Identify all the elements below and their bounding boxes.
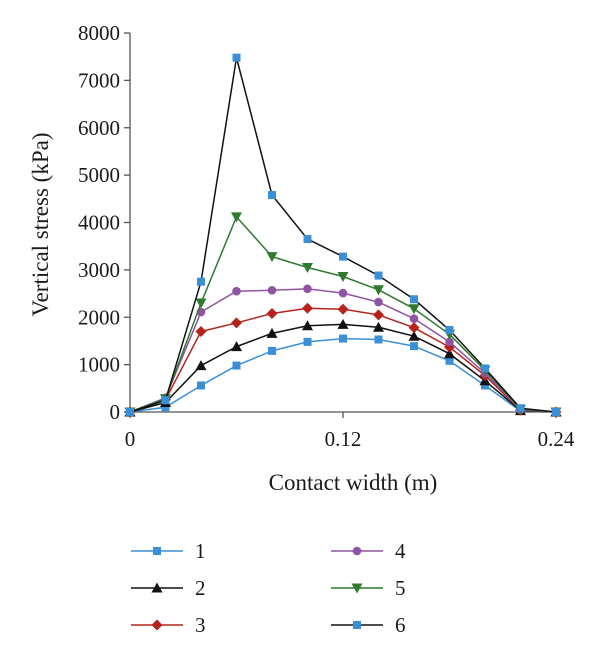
- data-point-series-5: [231, 212, 242, 223]
- data-point-series-2: [373, 321, 384, 332]
- data-point-series-2: [337, 318, 349, 329]
- y-ticks: 0 1000 2000 3000 4000 5000 6000 7000 8000: [78, 21, 130, 424]
- legend-label: 5: [395, 576, 406, 600]
- legend-item-4: 4: [331, 539, 406, 563]
- data-point-series-2: [231, 341, 242, 352]
- legend: 1 2 3 4 5 6: [131, 539, 406, 637]
- data-point-series-2: [302, 320, 313, 331]
- y-axis-title: Vertical stress (kPa): [28, 133, 53, 317]
- legend-item-3: 3: [131, 613, 206, 637]
- x-tick-label: 0.12: [325, 427, 362, 451]
- x-axis-title: Contact width (m): [269, 470, 438, 495]
- data-point-series-5: [373, 285, 384, 296]
- data-point-series-3: [231, 317, 242, 329]
- data-point-series-1: [410, 342, 418, 351]
- data-point-series-1: [268, 346, 276, 355]
- data-point-series-3: [195, 325, 207, 337]
- data-point-series-6: [516, 404, 525, 413]
- y-tick-label: 8000: [78, 21, 120, 45]
- y-tick-label: 7000: [78, 68, 120, 92]
- data-point-series-6: [161, 396, 170, 405]
- x-tick-label: 0.24: [538, 427, 575, 451]
- data-point-series-1: [161, 403, 170, 412]
- legend-swatch-marker: [353, 621, 361, 629]
- data-point-series-6: [303, 235, 312, 244]
- legend-label: 3: [195, 613, 206, 637]
- data-point-series-1: [232, 361, 241, 370]
- data-point-series-4: [267, 285, 277, 295]
- data-point-series-2: [266, 327, 278, 338]
- axes: [129, 33, 556, 413]
- data-point-series-6: [481, 364, 489, 373]
- data-point-series-1: [445, 356, 454, 365]
- y-tick-label: 4000: [78, 211, 120, 235]
- data-point-series-6: [197, 277, 205, 286]
- data-point-series-5: [195, 298, 207, 309]
- y-tick-label: 6000: [78, 116, 120, 140]
- data-point-series-1: [374, 335, 383, 344]
- data-point-series-3: [337, 303, 349, 315]
- data-point-series-6: [339, 252, 347, 261]
- data-point-series-1: [339, 334, 347, 343]
- series-6: [126, 53, 560, 416]
- legend-swatch-marker: [352, 546, 362, 556]
- data-point-series-6: [374, 271, 383, 280]
- data-point-series-2: [444, 348, 455, 359]
- series-line-6: [129, 56, 557, 413]
- legend-swatch-marker: [351, 583, 363, 594]
- data-point-series-1: [481, 381, 489, 390]
- legend-item-2: 2: [131, 576, 206, 600]
- data-point-series-1: [197, 381, 205, 390]
- legend-swatch-marker: [151, 619, 163, 631]
- data-point-series-6: [268, 191, 276, 200]
- data-point-series-4: [374, 297, 383, 307]
- legend-item-5: 5: [331, 576, 406, 600]
- data-point-series-4: [232, 286, 241, 296]
- series-layer: [124, 53, 562, 418]
- data-point-series-4: [409, 314, 419, 323]
- data-point-series-5: [408, 304, 420, 315]
- legend-label: 1: [195, 539, 206, 563]
- data-point-series-4: [445, 337, 454, 347]
- x-ticks: 0 0.12 0.24: [125, 412, 575, 451]
- data-point-series-6: [552, 408, 560, 416]
- data-point-series-3: [302, 302, 313, 314]
- data-point-series-6: [126, 408, 134, 416]
- data-point-series-2: [195, 360, 207, 371]
- data-point-series-3: [266, 307, 278, 319]
- y-tick-label: 5000: [78, 163, 120, 187]
- y-tick-label: 1000: [78, 353, 120, 377]
- data-point-series-4: [303, 284, 312, 294]
- data-point-series-6: [410, 295, 418, 304]
- data-point-series-5: [302, 263, 313, 274]
- data-point-series-5: [337, 272, 349, 283]
- y-tick-label: 0: [110, 400, 121, 424]
- data-point-series-1: [303, 337, 312, 346]
- legend-label: 2: [195, 576, 206, 600]
- data-point-series-6: [232, 53, 241, 62]
- data-point-series-5: [266, 252, 278, 263]
- legend-label: 6: [395, 613, 406, 637]
- legend-swatch-marker: [153, 547, 161, 555]
- data-point-series-3: [408, 322, 420, 334]
- data-point-series-4: [338, 288, 348, 298]
- data-point-series-6: [445, 326, 454, 335]
- legend-item-1: 1: [131, 539, 206, 563]
- x-tick-label: 0: [125, 427, 136, 451]
- legend-item-6: 6: [331, 613, 406, 637]
- y-tick-label: 2000: [78, 305, 120, 329]
- data-point-series-2: [408, 330, 420, 341]
- data-point-series-3: [373, 309, 384, 321]
- legend-label: 4: [395, 539, 406, 563]
- series-3: [124, 302, 562, 418]
- legend-swatch-marker: [151, 582, 163, 593]
- y-tick-label: 3000: [78, 258, 120, 282]
